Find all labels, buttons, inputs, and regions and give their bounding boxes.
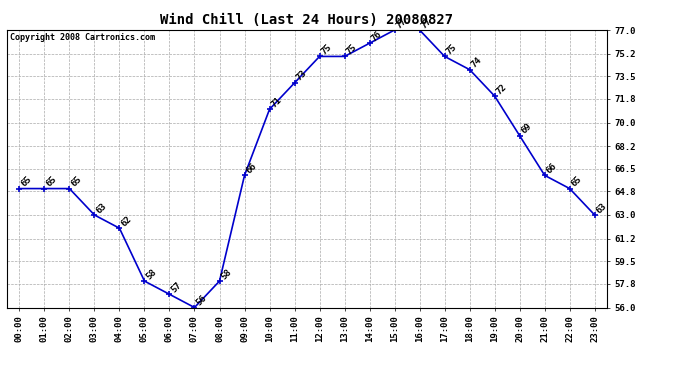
Text: 75: 75 (444, 42, 459, 56)
Text: 69: 69 (520, 122, 533, 136)
Text: 65: 65 (19, 175, 33, 189)
Text: 57: 57 (170, 280, 184, 294)
Text: 62: 62 (119, 214, 133, 228)
Text: 65: 65 (570, 175, 584, 189)
Text: 65: 65 (70, 175, 83, 189)
Text: 66: 66 (244, 161, 259, 176)
Text: 65: 65 (44, 175, 59, 189)
Text: 72: 72 (495, 82, 509, 96)
Text: Copyright 2008 Cartronics.com: Copyright 2008 Cartronics.com (10, 33, 155, 42)
Text: 75: 75 (344, 42, 359, 56)
Text: 77: 77 (395, 16, 408, 30)
Text: 71: 71 (270, 95, 284, 109)
Text: 74: 74 (470, 56, 484, 70)
Text: 75: 75 (319, 42, 333, 56)
Text: 63: 63 (95, 201, 108, 215)
Text: 76: 76 (370, 29, 384, 43)
Text: 56: 56 (195, 294, 208, 308)
Text: 63: 63 (595, 201, 609, 215)
Text: 73: 73 (295, 69, 308, 83)
Title: Wind Chill (Last 24 Hours) 20080827: Wind Chill (Last 24 Hours) 20080827 (161, 13, 453, 27)
Text: 58: 58 (144, 267, 159, 281)
Text: 77: 77 (420, 16, 433, 30)
Text: 58: 58 (219, 267, 233, 281)
Text: 66: 66 (544, 161, 559, 176)
